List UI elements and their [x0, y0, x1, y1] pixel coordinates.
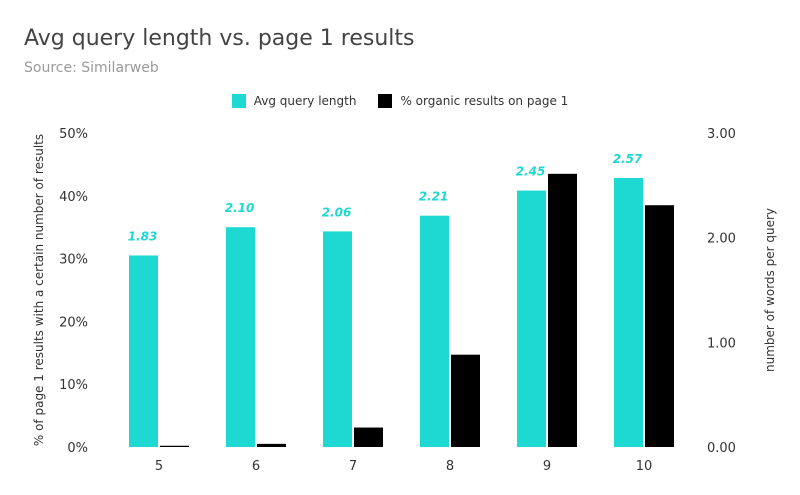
x-tick-label: 9: [543, 459, 551, 474]
bar-avg-query-length[interactable]: [323, 231, 352, 447]
legend-item-avg[interactable]: Avg query length: [231, 94, 357, 108]
bar-avg-query-length[interactable]: [614, 178, 643, 448]
bar-organic-results[interactable]: [257, 443, 286, 447]
x-tick-label: 10: [636, 459, 653, 474]
bar-avg-query-length[interactable]: [517, 190, 546, 448]
left-tick-label: 30%: [59, 253, 88, 268]
left-axis-title: % of page 1 results with a certain numbe…: [32, 134, 46, 446]
bar-organic-results[interactable]: [354, 427, 383, 447]
left-tick-label: 20%: [59, 315, 88, 330]
right-tick-label: 2.00: [707, 232, 736, 247]
left-tick-label: 40%: [59, 190, 88, 205]
bar-organic-results[interactable]: [548, 173, 577, 447]
bars: 1.83 2.10 2.06 2.21 2.45 2.57: [128, 152, 674, 448]
x-axis: 5 6 7 8 9 10: [155, 459, 652, 474]
legend-label-organic: % organic results on page 1: [400, 94, 569, 108]
data-label-avg: 2.10: [225, 201, 255, 215]
bar-avg-query-length[interactable]: [420, 215, 449, 447]
chart-title: Avg query length vs. page 1 results: [24, 26, 415, 51]
bar-avg-query-length[interactable]: [129, 255, 158, 447]
data-label-avg: 2.06: [322, 205, 352, 219]
legend-swatch-organic: [378, 94, 393, 108]
left-tick-label: 50%: [59, 127, 88, 142]
x-tick-label: 5: [155, 459, 163, 474]
data-label-avg: 2.57: [613, 152, 643, 166]
x-tick-label: 8: [446, 459, 454, 474]
x-tick-label: 7: [349, 459, 357, 474]
bar-organic-results[interactable]: [160, 445, 189, 447]
right-axis-title: number of words per query: [763, 208, 777, 372]
x-tick-label: 6: [252, 459, 260, 474]
left-axis: 0% 10% 20% 30% 40% 50%: [59, 127, 88, 456]
bar-organic-results[interactable]: [451, 354, 480, 447]
right-tick-label: 1.00: [707, 336, 736, 351]
bar-avg-query-length[interactable]: [226, 227, 255, 447]
left-tick-label: 10%: [59, 378, 88, 393]
legend-label-avg: Avg query length: [253, 94, 357, 108]
legend: Avg query length % organic results on pa…: [0, 94, 800, 108]
legend-item-organic[interactable]: % organic results on page 1: [378, 94, 568, 108]
data-label-avg: 2.21: [419, 190, 449, 204]
chart-subtitle: Source: Similarweb: [24, 60, 159, 76]
data-label-avg: 2.45: [516, 165, 546, 179]
data-label-avg: 1.83: [128, 229, 158, 243]
right-tick-label: 0.00: [707, 441, 736, 456]
legend-swatch-avg: [231, 94, 246, 108]
bar-organic-results[interactable]: [645, 205, 674, 447]
left-tick-label: 0%: [67, 441, 88, 456]
right-tick-label: 3.00: [707, 127, 736, 142]
right-axis: 0.00 1.00 2.00 3.00: [707, 127, 736, 456]
